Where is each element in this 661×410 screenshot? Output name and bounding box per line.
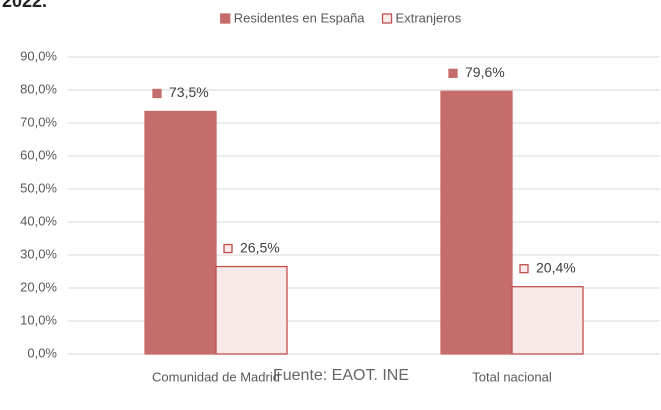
data-label: 20,4%	[536, 259, 576, 275]
bar	[215, 265, 288, 355]
x-tick-label: Comunidad de Madrid	[152, 369, 280, 384]
legend-label: Extranjeros	[396, 10, 462, 25]
y-tick-label: 30,0%	[20, 246, 57, 261]
legend-swatch	[381, 13, 393, 24]
source: Fuente: EAOT. INE	[273, 367, 409, 384]
y-tick-label: 70,0%	[20, 114, 57, 129]
data-label: 79,6%	[465, 64, 505, 80]
y-tick-label: 0,0%	[27, 345, 57, 360]
y-tick-label: 40,0%	[20, 213, 57, 228]
chart-title: 2022.	[2, 0, 47, 11]
bar	[144, 110, 217, 355]
data-label-marker	[152, 88, 162, 99]
bar	[440, 90, 513, 355]
legend-swatch	[220, 13, 231, 24]
x-tick-label: Total nacional	[472, 369, 552, 384]
y-tick-label: 90,0%	[20, 48, 57, 63]
y-tick-label: 80,0%	[20, 81, 57, 96]
bar	[511, 286, 584, 355]
data-label: 73,5%	[169, 84, 209, 100]
y-tick-label: 50,0%	[20, 180, 57, 195]
data-label: 26,5%	[240, 239, 280, 255]
y-tick-label: 20,0%	[20, 279, 57, 294]
data-label-marker	[223, 243, 233, 254]
data-label-marker	[519, 264, 529, 274]
data-label-marker	[448, 68, 458, 78]
y-tick-label: 60,0%	[20, 147, 57, 162]
legend-label: Residentes en España	[234, 10, 366, 25]
y-tick-label: 10,0%	[20, 312, 57, 327]
